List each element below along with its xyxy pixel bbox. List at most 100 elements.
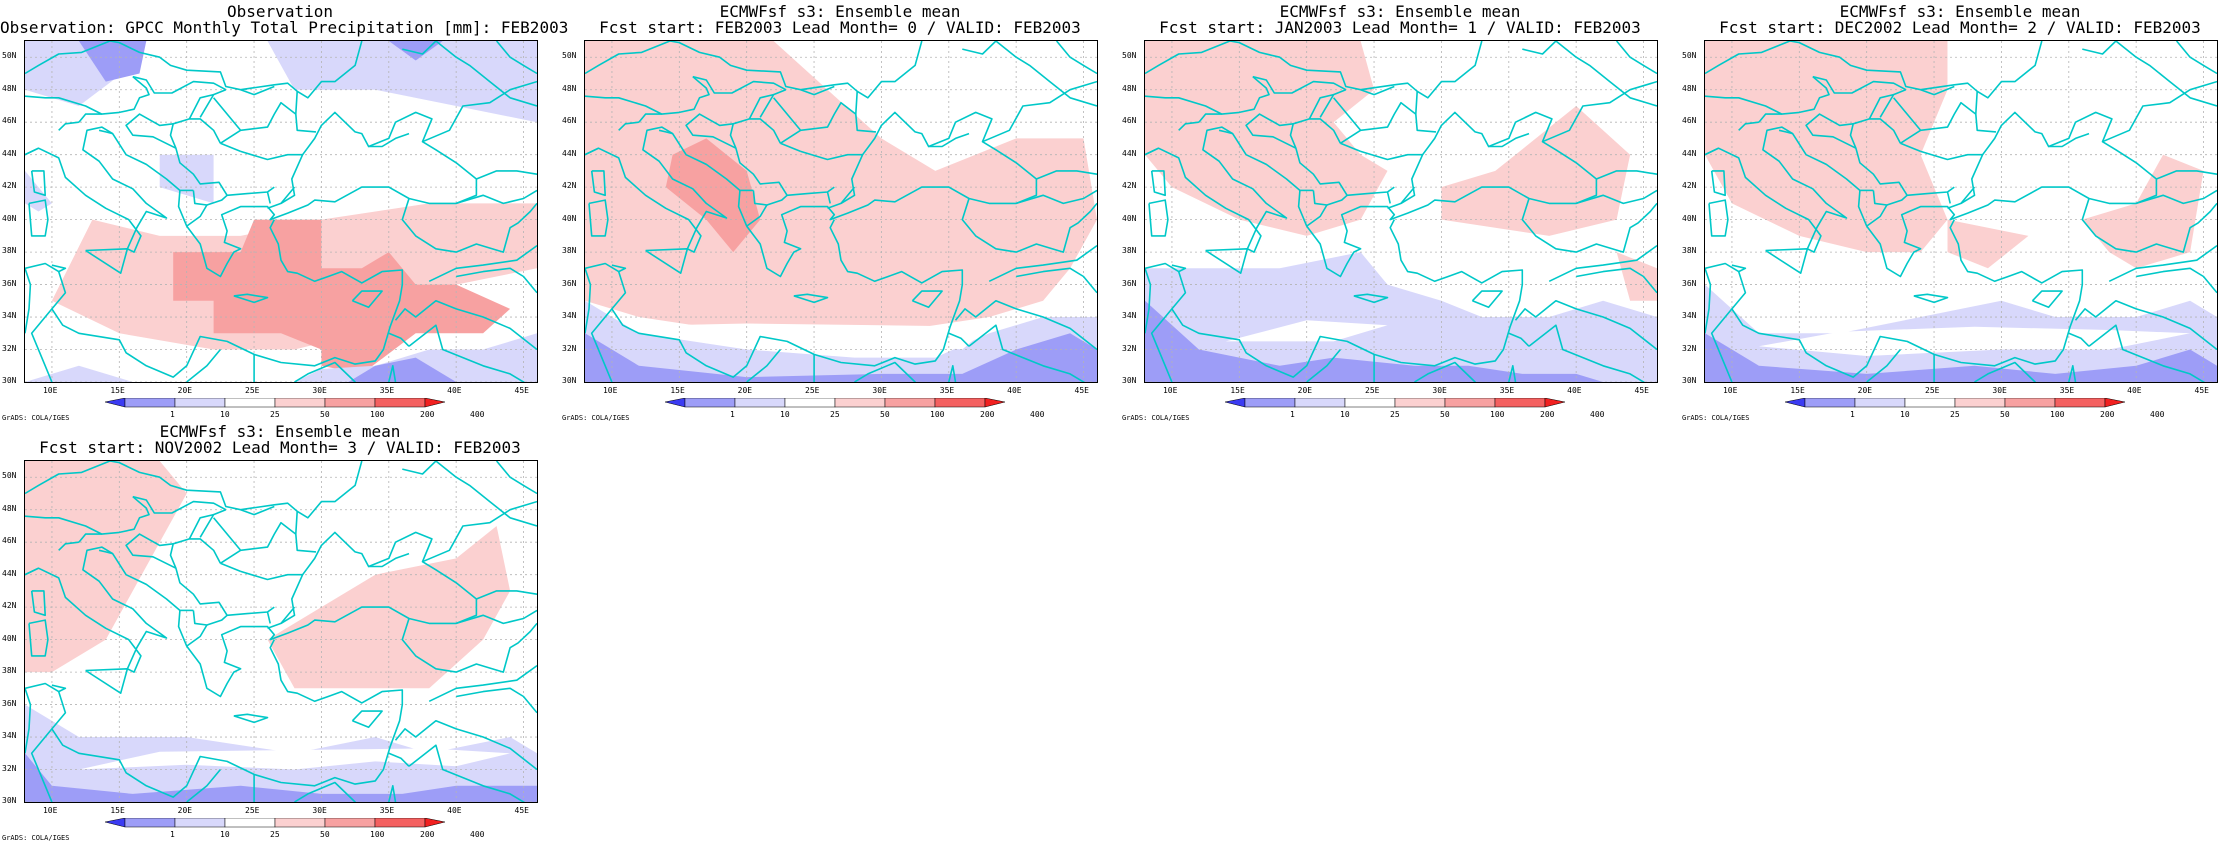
map-canvas (25, 461, 537, 802)
coastline (685, 113, 737, 149)
coastline (30, 728, 53, 802)
lat-tick-label: 40N (1682, 213, 1697, 223)
precip-region (1616, 252, 1657, 301)
panel-title: ECMWFsf s3: Ensemble mean (1839, 2, 2081, 21)
lat-tick-label: 30N (562, 376, 577, 385)
coastline (1758, 113, 1782, 123)
coastline (1508, 332, 1530, 347)
coastline (2108, 244, 2217, 283)
colorbar-swatch (2104, 398, 2125, 408)
coastline (387, 784, 397, 802)
lat-tick-label: 48N (1122, 83, 1137, 93)
coastline (2048, 132, 2090, 148)
coastline (826, 191, 831, 204)
coastline (1705, 268, 1712, 334)
coastline (1145, 147, 1159, 156)
map-panel-lead-0: ECMWFsf s3: Ensemble mean Fcst start: FEB… (560, 0, 1120, 422)
lat-tick-label: 34N (562, 311, 577, 321)
coastline (1705, 76, 1830, 115)
coastline (780, 142, 801, 153)
coastline (25, 496, 150, 535)
map-canvas (25, 41, 537, 382)
colorbar-label: 200 (2100, 410, 2115, 419)
precip-region (1758, 326, 2191, 356)
coastline (1036, 170, 1097, 180)
coastline (1015, 189, 1097, 205)
coastline (2102, 80, 2217, 143)
coastline (51, 264, 67, 273)
coastline (1866, 348, 1902, 382)
precipitation-map (584, 40, 1098, 383)
coastline (401, 198, 537, 253)
coastline (125, 113, 177, 149)
colorbar-swatch (984, 398, 1005, 408)
map-canvas (1705, 41, 2217, 382)
colorbar-label: 10 (220, 410, 230, 419)
coastline (1306, 348, 1342, 382)
lat-tick-label: 38N (562, 246, 577, 256)
coastline (394, 719, 537, 771)
lon-tick-label: 40E (447, 806, 462, 815)
lon-tick-label: 10E (42, 386, 58, 395)
lon-tick-label: 10E (42, 806, 58, 815)
precip-region (1705, 41, 1948, 253)
coastline (1145, 76, 1270, 115)
coastline (1521, 198, 1657, 253)
colorbar-swatch (1544, 398, 1565, 408)
coastline (1198, 113, 1222, 123)
colorbar-label: 10 (780, 410, 790, 419)
precip-region (1705, 333, 2217, 382)
precip-region (1947, 219, 2029, 269)
colorbar-label: 400 (470, 410, 485, 419)
coastline (1332, 97, 1362, 131)
coastline (51, 684, 67, 693)
lon-tick-label: 45E (2194, 386, 2209, 395)
coastline (227, 186, 275, 197)
coastline (1145, 268, 1152, 334)
coastline (1514, 299, 1657, 351)
coastline (455, 189, 537, 205)
lon-tick-label: 45E (514, 806, 529, 815)
coastline (1866, 204, 1888, 227)
colorbar: 1 10 25 50 100 200 400 (665, 398, 1044, 419)
coastline (98, 549, 113, 555)
coastline (240, 570, 303, 581)
map-canvas (585, 41, 1097, 382)
coastline (25, 76, 150, 115)
lat-tick-label: 44N (2, 568, 17, 578)
coastline (787, 186, 835, 197)
colorbar-label: 10 (1340, 410, 1350, 419)
coastline (1416, 41, 1483, 99)
coastline (219, 521, 297, 564)
colorbar-label: 50 (320, 410, 330, 419)
lat-tick-label: 34N (1682, 311, 1697, 321)
lat-tick-label: 40N (2, 213, 17, 223)
lon-tick-label: 30E (1432, 386, 1447, 395)
coastline (1289, 118, 1348, 206)
colorbar-label: 200 (420, 830, 435, 839)
grads-credit: GrADS: COLA/IGES (562, 414, 630, 422)
panel-subtitle: Fcst start: FEB2003 Lead Month= 0 / VALI… (599, 18, 1081, 37)
lat-tick-label: 46N (2, 536, 17, 546)
coastline (30, 308, 53, 382)
lat-tick-label: 40N (2, 633, 17, 643)
coastline (1339, 101, 1417, 144)
colorbar-swatch (124, 398, 176, 408)
colorbar-swatch (1804, 398, 1856, 408)
coastline (911, 290, 943, 309)
coastline (1340, 142, 1361, 153)
coastline (1245, 113, 1297, 149)
colorbar-label: 10 (1900, 410, 1910, 419)
coastline (28, 199, 49, 237)
precip-region (348, 357, 457, 382)
coastline (1055, 41, 1097, 75)
lon-tick-label: 35E (379, 806, 395, 815)
lat-tick-label: 50N (2, 471, 17, 481)
coastline (186, 768, 222, 802)
coastline (988, 244, 1097, 283)
colorbar-swatch (174, 818, 226, 828)
colorbar-label: 400 (1590, 410, 1605, 419)
lon-tick-label: 10E (1162, 386, 1178, 395)
coastline (779, 101, 857, 144)
colorbar-swatch (1854, 398, 1906, 408)
